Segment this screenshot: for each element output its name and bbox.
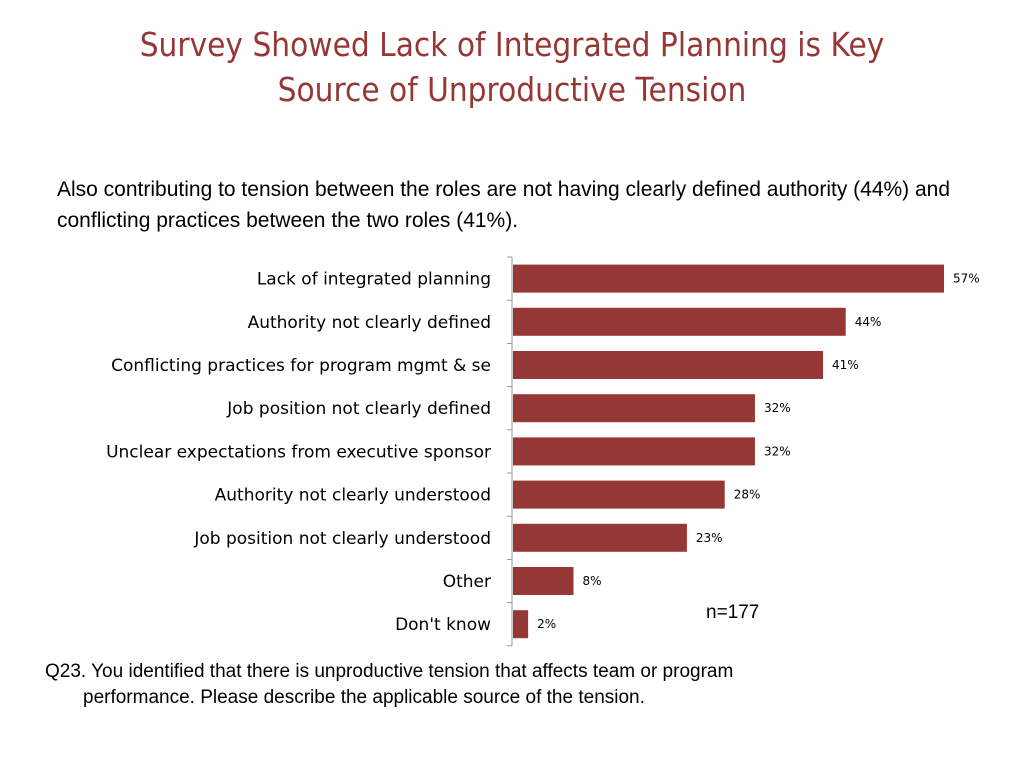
category-label-3: Job position not clearly defined (226, 399, 491, 419)
value-label-5: 28% (734, 488, 761, 502)
category-label-1: Authority not clearly defined (248, 313, 491, 333)
value-label-4: 32% (764, 444, 791, 458)
category-label-4: Unclear expectations from executive spon… (106, 442, 491, 462)
bar-7 (513, 567, 574, 595)
bar-6 (513, 523, 687, 552)
intro-text: Also contributing to tension between the… (57, 178, 951, 232)
bar-0 (513, 264, 944, 293)
value-label-6: 23% (696, 531, 723, 545)
category-label-5: Authority not clearly understood (215, 486, 491, 506)
category-label-6: Job position not clearly understood (193, 529, 491, 549)
sample-size-label: n=177 (706, 602, 760, 623)
bar-8 (513, 610, 529, 639)
value-label-3: 32% (764, 401, 791, 415)
bar-4 (513, 437, 755, 466)
question-text: Q23. You identified that there is unprod… (45, 659, 945, 711)
slide-title: Survey Showed Lack of Integrated Plannin… (139, 25, 885, 109)
value-label-7: 8% (582, 574, 601, 588)
category-label-8: Don't know (395, 615, 491, 635)
value-label-1: 44% (855, 315, 882, 329)
bar-chart: Lack of integrated planning 57% Authority … (106, 256, 980, 647)
question-line-2: performance. Please describe the applica… (83, 687, 645, 708)
bar-5 (513, 480, 725, 509)
category-label-0: Lack of integrated planning (257, 270, 491, 290)
bar-3 (513, 394, 755, 423)
category-label-2: Conflicting practices for program mgmt &… (111, 356, 491, 376)
question-line-1: Q23. You identified that there is unprod… (45, 661, 734, 682)
category-label-7: Other (443, 572, 491, 592)
bar-2 (513, 351, 824, 379)
value-label-0: 57% (953, 272, 980, 286)
bar-1 (513, 307, 846, 336)
value-label-2: 41% (832, 358, 859, 372)
value-label-8: 2% (537, 617, 556, 631)
